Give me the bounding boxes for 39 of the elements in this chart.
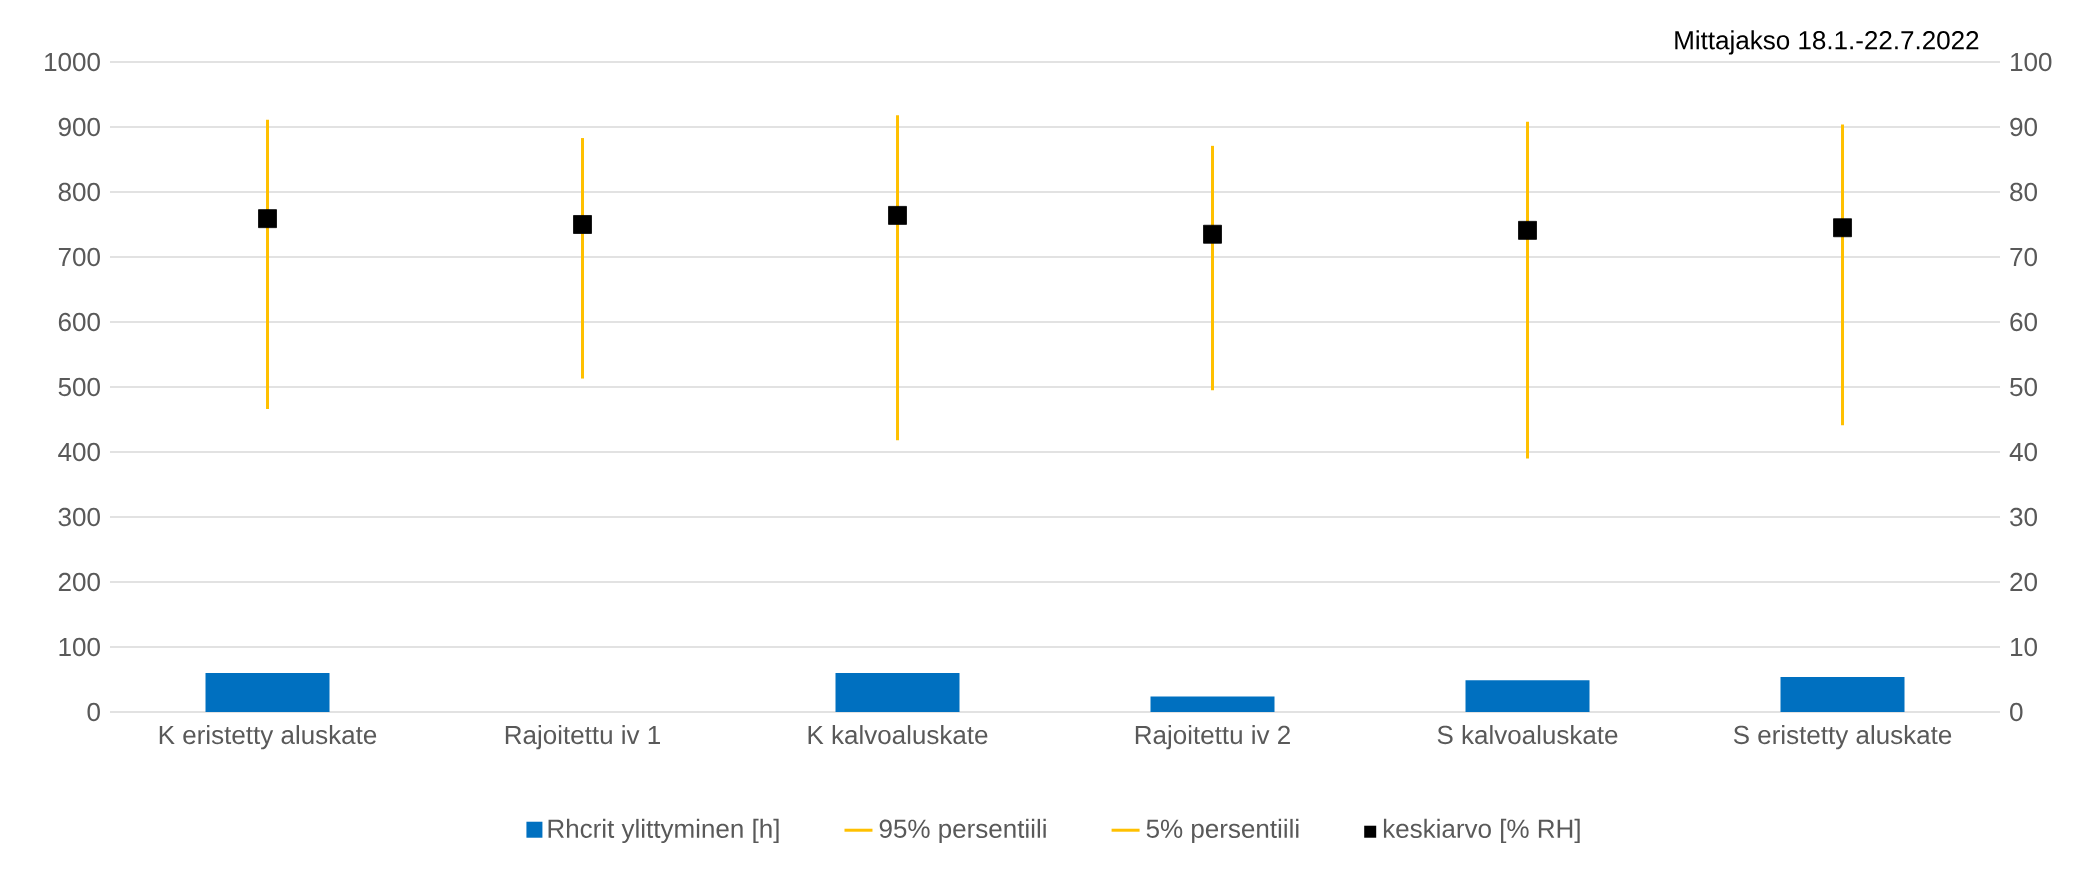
legend-label: keskiarvo [% RH] xyxy=(1383,818,1580,844)
y-tick-label: 100 xyxy=(59,637,100,657)
y2-tick-label: 10 xyxy=(2011,637,2037,657)
y2-tick-label: 70 xyxy=(2010,247,2037,267)
y-tick-label: 800 xyxy=(58,182,100,202)
x-tick-label: S eristetty aluskate xyxy=(1733,725,1952,750)
y-tick-label: 400 xyxy=(58,442,100,462)
y-tick-label: 600 xyxy=(58,312,100,332)
x-tick-label: Rajoitettu iv 1 xyxy=(505,725,660,750)
y2-tick-label: 20 xyxy=(2010,572,2037,592)
x-tick-label: K kalvoaluskate xyxy=(808,725,988,745)
y2-tick-label: 40 xyxy=(2009,442,2037,462)
y-tick-label: 500 xyxy=(58,377,100,397)
y2-tick-label: 60 xyxy=(2010,312,2037,332)
y2-tick-label: 90 xyxy=(2010,117,2037,137)
point xyxy=(1203,224,1222,244)
y-tick-label: 1000 xyxy=(45,52,100,72)
y2-tick-label: 30 xyxy=(2010,507,2037,527)
y-tick-label: 300 xyxy=(58,507,100,527)
legend-label: Rhcrit ylittyminen [h] xyxy=(548,818,779,844)
point xyxy=(1833,218,1852,238)
point xyxy=(258,209,277,229)
y-tick-label: 200 xyxy=(58,572,100,592)
y-tick-label: 700 xyxy=(58,247,100,267)
legend-label: 95% persentiili xyxy=(879,818,1046,844)
x-tick-label: K eristetty aluskate xyxy=(159,725,377,750)
y-tick-label: 0 xyxy=(87,702,100,722)
point xyxy=(573,215,592,234)
x-tick-label: Rajoitettu iv 2 xyxy=(1135,725,1290,750)
y2-tick-label: 50 xyxy=(2010,377,2037,397)
y2-tick-label: 100 xyxy=(2011,52,2052,72)
legend-label: 5% persentiili xyxy=(1146,818,1299,844)
point xyxy=(1518,220,1537,240)
y2-tick-label: 0 xyxy=(2010,702,2023,722)
y2-tick-label: 80 xyxy=(2010,182,2037,202)
y-tick-label: 900 xyxy=(58,117,100,137)
x-tick-label: S kalvoaluskate xyxy=(1437,725,1618,745)
text: Mittajakso 18.1.-22.7.2022 xyxy=(1675,30,1979,55)
point xyxy=(888,205,907,225)
